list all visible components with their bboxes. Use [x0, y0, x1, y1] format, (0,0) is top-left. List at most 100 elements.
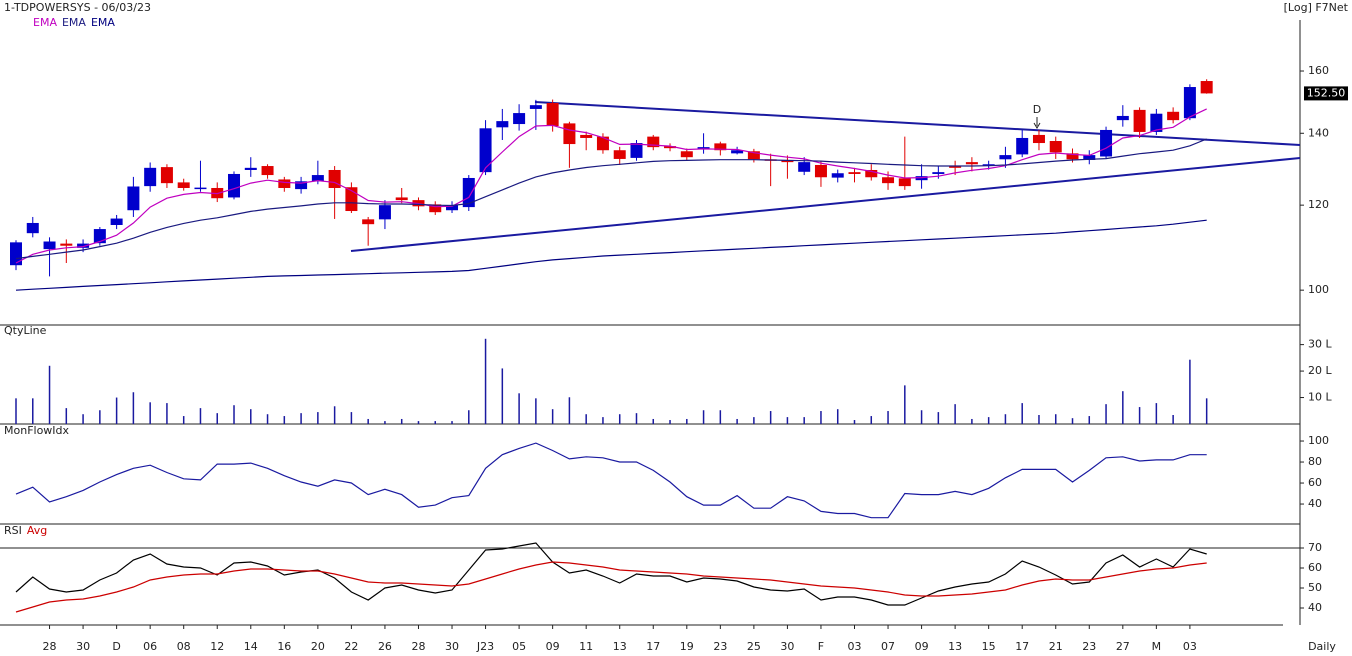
candle-body [60, 243, 73, 246]
volume-bar [1021, 403, 1023, 424]
volume-bar [602, 417, 604, 424]
volume-bar [115, 397, 118, 424]
volume-bar [753, 417, 755, 424]
legend-entry: EMA [62, 16, 86, 29]
volume-bar [1088, 416, 1091, 424]
candle-body [462, 177, 475, 208]
volume-bar [333, 406, 336, 424]
volume-bar [384, 421, 386, 424]
x-tick-label: D [112, 640, 120, 653]
chart-title: 1-TDPOWERSYS - 06/03/23 [4, 1, 151, 14]
candle-body [77, 243, 90, 248]
x-tick-label: 16 [277, 640, 291, 653]
x-tick-label: 03 [848, 640, 862, 653]
trendline [350, 157, 1301, 252]
candle-body [1150, 113, 1163, 132]
candle-body [697, 147, 710, 150]
candle-body [814, 164, 827, 178]
volume-bar [870, 416, 873, 424]
volume-bar [266, 414, 269, 424]
volume-bar [585, 414, 587, 424]
y-tick-label: 140 [1308, 126, 1329, 139]
x-tick-label: 26 [378, 640, 392, 653]
last-price-label: 152.50 [1307, 86, 1346, 99]
volume-bar [99, 410, 101, 424]
candle-body [546, 102, 559, 127]
volume-bar [954, 404, 956, 424]
scale-note: [Log] F7Net [1284, 1, 1349, 14]
candle-body [479, 128, 492, 173]
volume-bar [1155, 403, 1158, 424]
volume-bar [149, 402, 151, 424]
annotation: D [1033, 103, 1041, 116]
x-tick-label: 08 [177, 640, 191, 653]
x-tick-label: 30 [445, 640, 459, 653]
volume-bar [518, 393, 520, 424]
candle-body [596, 136, 609, 151]
x-tick-label: J23 [476, 640, 494, 653]
volume-bar [417, 421, 420, 424]
volume-bar [32, 398, 34, 424]
x-tick-label: 15 [982, 640, 996, 653]
panel-title: QtyLine [4, 324, 47, 337]
candle-body [630, 143, 643, 158]
candle-body [261, 166, 274, 176]
y-tick-label: 160 [1308, 64, 1329, 77]
x-tick-label: 21 [1049, 640, 1063, 653]
y-tick-label: 30 L [1308, 338, 1332, 351]
volume-bar [317, 412, 319, 424]
volume-bar [1189, 359, 1191, 424]
candle-body [1116, 115, 1129, 121]
volume-bar [484, 338, 487, 424]
x-tick-label: M [1152, 640, 1162, 653]
volume-bar [568, 397, 571, 424]
candle-body [882, 177, 895, 184]
x-tick-label: 30 [780, 640, 794, 653]
volume-bar [987, 417, 990, 424]
candle-body [26, 222, 39, 234]
volume-bar [769, 411, 772, 424]
candle-body [965, 162, 978, 165]
volume-bar [618, 414, 621, 424]
y-tick-label: 80 [1308, 455, 1322, 468]
legend-entry: EMA [33, 16, 57, 29]
candle-body [731, 150, 744, 154]
x-tick-label: 19 [680, 640, 694, 653]
volume-bar [233, 405, 235, 424]
volume-bar [853, 420, 856, 424]
candle-body [781, 160, 794, 163]
candle-body [865, 169, 878, 178]
candle-body [43, 241, 56, 250]
volume-bar [1054, 414, 1057, 424]
candle-body [898, 178, 911, 187]
volume-bar [836, 409, 839, 424]
candle-body [647, 136, 660, 148]
candle-body [1200, 81, 1213, 94]
candle-body [1100, 129, 1113, 157]
candle-body [1032, 134, 1045, 144]
candle-body [831, 173, 844, 178]
volume-bar [48, 365, 51, 424]
series-line [15, 561, 1207, 613]
volume-bar [535, 398, 537, 424]
volume-bar [300, 413, 302, 424]
x-tick-label: 09 [915, 640, 929, 653]
volume-bar [283, 416, 286, 424]
y-tick-label: 100 [1308, 434, 1329, 447]
x-tick-label: 30 [76, 640, 90, 653]
candle-body [244, 167, 257, 170]
y-tick-label: 10 L [1308, 391, 1332, 404]
candle-body [395, 197, 408, 201]
volume-bar [434, 421, 436, 424]
candle-body [1183, 87, 1196, 119]
volume-bar [199, 408, 202, 424]
volume-bar [166, 403, 168, 424]
volume-bar [652, 418, 655, 424]
candle-body [798, 162, 811, 172]
volume-bar [937, 412, 940, 424]
x-tick-label: 22 [344, 640, 358, 653]
y-tick-label: 60 [1308, 561, 1322, 574]
volume-bar [15, 398, 17, 424]
series-line [15, 442, 1207, 519]
candle-body [613, 150, 626, 159]
